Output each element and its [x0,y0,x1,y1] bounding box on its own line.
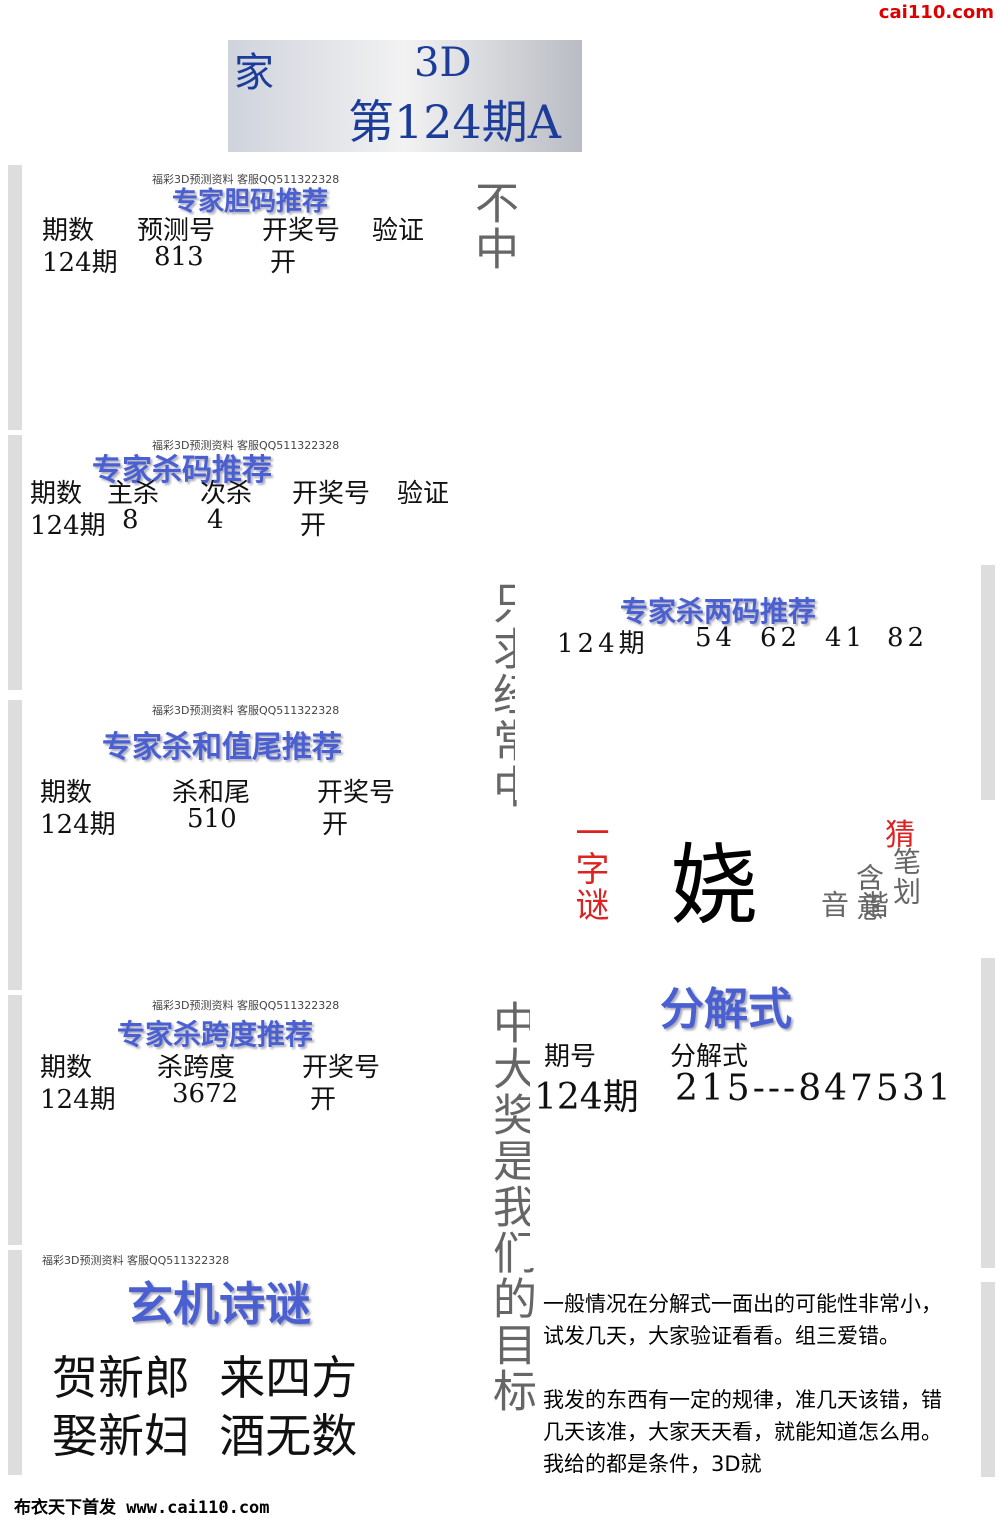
header-cell: 次杀 [200,479,253,509]
header-cell: 开奖号 [302,1053,381,1083]
riddle-hint: 谐音 [817,890,890,920]
dan-panel: 福彩3D预测资料 客服QQ511322328 专家胆码推荐 期数 预测号 开奖号… [8,165,472,430]
kill-panel: 福彩3D预测资料 客服QQ511322328 专家杀码推荐 期数 主杀 次杀 开… [8,435,472,690]
header-cell: 期号 [544,1042,597,1072]
header-banner: 家 3D 第124期A版 [228,40,582,215]
note-panel: 一般情况在分解式一面出的可能性非常小，试发几天，大家验证看看。组三爱错。 我发的… [535,1282,995,1477]
note-paragraph: 一般情况在分解式一面出的可能性非常小，试发几天，大家验证看看。组三爱错。 [543,1292,942,1348]
note-paragraph: 我发的东西有一定的规律，准几天该错，错几天该准，大家天天看，就能知道怎么用。我给… [543,1388,942,1476]
row-cell: 124期 [40,810,116,840]
slogan: 中大奖是我们的目标 [485,1000,536,1414]
span-panel: 福彩3D预测资料 客服QQ511322328 专家杀跨度推荐 期数 杀跨度 开奖… [8,995,472,1245]
riddle-hint: 笔划 [889,847,922,907]
watermark: 福彩3D预测资料 客服QQ511322328 [152,173,340,186]
row-cell: 813 [154,242,204,272]
watermark: 福彩3D预测资料 客服QQ511322328 [152,439,340,452]
row-cell: 124期 [534,1077,639,1118]
row-cell: 124期 [30,511,106,541]
section-title: 分解式 [660,984,792,1035]
sum-tail-panel: 福彩3D预测资料 客服QQ511322328 专家杀和值尾推荐 期数 杀和尾 开… [8,700,472,990]
row-cell: 510 [187,804,237,834]
section-title: 专家杀跨度推荐 [117,1018,314,1051]
decomp-panel: 分解式 期号 分解式 124期 215---847531 [530,958,995,1268]
section-title: 专家杀和值尾推荐 [102,730,342,765]
slogan: 不中 [467,180,518,272]
header-cell: 分解式 [670,1042,749,1072]
poem-panel: 福彩3D预测资料 客服QQ511322328 玄机诗谜 贺新郎 来四方 娶新妇 … [8,1250,472,1475]
row-cell: 215---847531 [675,1068,954,1109]
riddle-hint: 猜 [885,818,915,853]
kill-value: 62 [760,623,802,653]
riddle-char: 娆 [670,834,759,937]
row-cell: 开 [310,1085,337,1115]
row-cell: 8 [122,505,139,535]
watermark: 福彩3D预测资料 客服QQ511322328 [42,1254,230,1267]
issue: 124期 [557,629,649,659]
row-cell: 开 [322,810,349,840]
section-title: 玄机诗谜 [127,1277,311,1331]
header-cell: 杀和尾 [172,778,251,808]
row-cell: 3672 [172,1079,239,1109]
riddle-label: 一字谜 [569,815,609,923]
header-title-right: 3D [414,40,472,86]
riddle-hint: 含意 [852,863,885,923]
section-title: 专家杀两码推荐 [620,595,817,628]
kill-value: 41 [825,623,867,653]
section-title: 专家胆码推荐 [172,187,329,217]
header-cell: 开奖号 [317,778,396,808]
header-cell: 期数 [40,778,93,808]
row-cell: 124期 [42,248,118,278]
row-cell: 开 [300,511,327,541]
riddle-panel: 一字谜 娆 猜 笔划 含意 谐音 [545,805,970,945]
kill-value: 54 [695,623,737,653]
footer: 布衣天下首发 www.cai110.com [14,1498,270,1518]
header-cell: 验证 [397,479,450,509]
header-cell: 主杀 [107,479,160,509]
header-cell: 预测号 [137,216,216,246]
header-cell: 开奖号 [262,216,341,246]
row-cell: 开 [270,248,297,278]
poem-line: 贺新郎 来四方 [52,1351,358,1405]
watermark: 福彩3D预测资料 客服QQ511322328 [152,704,340,717]
header-cell: 开奖号 [292,479,371,509]
header-title-left: 家 [234,50,274,96]
row-cell: 4 [207,505,224,535]
site-logo: cai110.com [878,2,994,23]
poem-line: 娶新妇 酒无数 [52,1409,358,1463]
header-cell: 期数 [42,216,95,246]
header-cell: 杀跨度 [157,1053,236,1083]
row-cell: 124期 [40,1085,116,1115]
watermark: 福彩3D预测资料 客服QQ511322328 [152,999,340,1012]
header-cell: 验证 [372,216,425,246]
header-cell: 期数 [30,479,83,509]
two-codes-panel: 专家杀两码推荐 124期 54 62 41 82 [515,565,995,800]
header-cell: 期数 [40,1053,93,1083]
section-title: 专家杀码推荐 [92,453,272,488]
kill-value: 82 [887,623,929,653]
